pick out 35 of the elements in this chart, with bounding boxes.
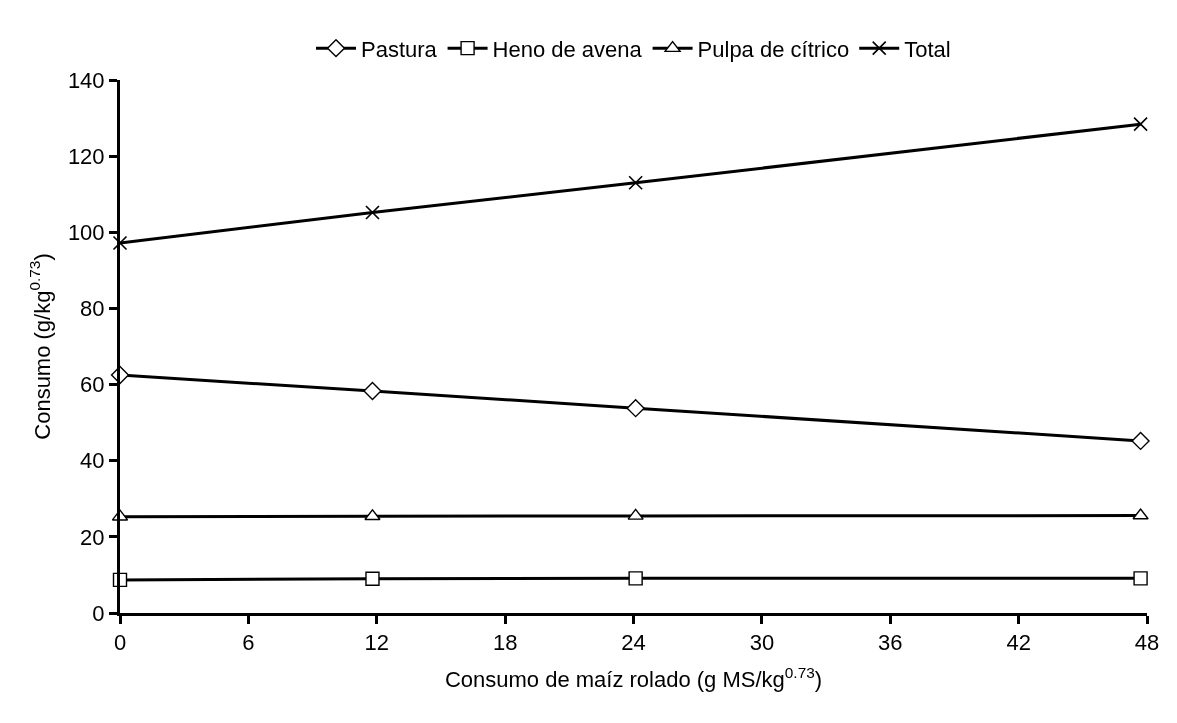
y-tick-label: 40 bbox=[80, 448, 105, 474]
point bbox=[1131, 431, 1150, 451]
y-tick-label: 20 bbox=[80, 524, 105, 550]
x-tick-label: 18 bbox=[492, 630, 518, 656]
point bbox=[364, 509, 381, 521]
legend-label: Heno de avena bbox=[492, 36, 643, 62]
y-tick-label: 100 bbox=[67, 219, 105, 245]
x-tick-label: 24 bbox=[621, 630, 646, 656]
point bbox=[626, 399, 645, 418]
legend-label: Pulpa de cítrico bbox=[697, 36, 850, 62]
legend-label: Total bbox=[904, 36, 951, 62]
x-tick-label: 6 bbox=[242, 630, 255, 656]
point bbox=[363, 381, 382, 401]
point bbox=[1133, 116, 1148, 132]
y-tick-label: 140 bbox=[67, 67, 105, 93]
y-tick-label: 80 bbox=[80, 296, 105, 322]
x-tick-label: 12 bbox=[364, 630, 389, 656]
legend-label: Pastura bbox=[361, 36, 438, 62]
x-tick-label: 0 bbox=[113, 630, 127, 656]
y-tick-label: 60 bbox=[80, 372, 105, 398]
x-tick-label: 42 bbox=[1006, 630, 1031, 656]
point bbox=[627, 508, 644, 520]
point bbox=[628, 571, 643, 586]
point bbox=[1132, 508, 1149, 520]
x-tick-label: 36 bbox=[878, 630, 903, 656]
x-axis-title: Consumo de maíz rolado (g MS/kg$^{0.73}$) bbox=[444, 664, 823, 693]
y-tick-label: 0 bbox=[92, 600, 105, 626]
x-tick-label: 48 bbox=[1134, 630, 1160, 656]
point bbox=[1133, 571, 1148, 586]
point bbox=[365, 205, 380, 220]
y-tick-label: 120 bbox=[67, 143, 105, 169]
x-tick-label: 30 bbox=[749, 630, 775, 656]
point bbox=[628, 175, 643, 191]
point bbox=[365, 571, 380, 586]
point bbox=[112, 235, 128, 251]
